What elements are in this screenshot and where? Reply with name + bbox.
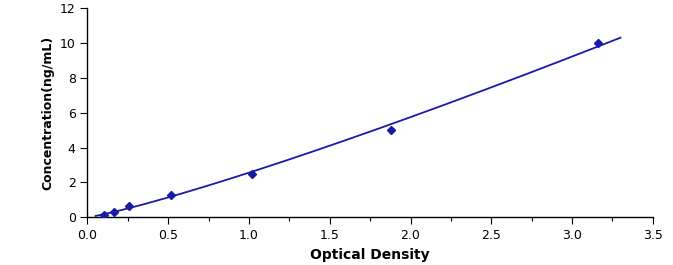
Y-axis label: Concentration(ng/mL): Concentration(ng/mL) [41, 36, 55, 190]
X-axis label: Optical Density: Optical Density [310, 248, 430, 262]
